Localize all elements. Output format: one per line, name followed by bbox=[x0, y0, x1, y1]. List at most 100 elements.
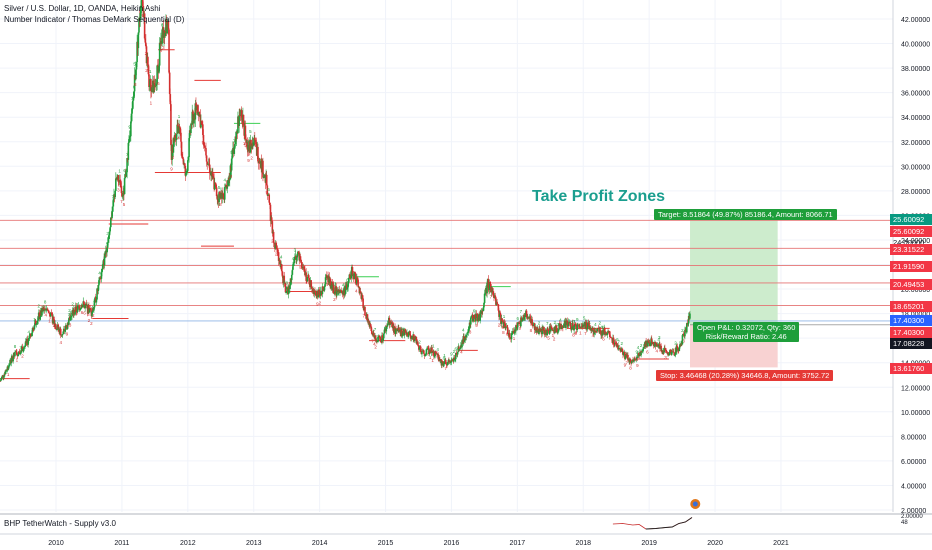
sub-indicator-title[interactable]: BHP TetherWatch - Supply v3.0 bbox=[4, 519, 116, 528]
candle-body bbox=[74, 312, 76, 315]
candle-body bbox=[120, 182, 122, 187]
candle-body bbox=[486, 282, 488, 294]
sequential-count: 6 bbox=[616, 337, 619, 342]
sequential-count: 6 bbox=[346, 278, 349, 283]
candle-body bbox=[182, 158, 185, 165]
sequential-count: 1 bbox=[432, 343, 435, 348]
sequential-count: 9 bbox=[128, 124, 131, 129]
sequential-count: 7 bbox=[362, 313, 365, 318]
candle-body bbox=[56, 328, 58, 330]
candle-body bbox=[133, 91, 135, 97]
sequential-count: 9 bbox=[316, 302, 319, 307]
candle-body bbox=[257, 146, 259, 162]
candle-body bbox=[101, 264, 104, 269]
candle-body bbox=[463, 339, 466, 342]
candle-body bbox=[477, 317, 480, 322]
candle-body bbox=[140, 7, 142, 14]
candle-body bbox=[566, 320, 569, 326]
candle-body bbox=[233, 144, 236, 147]
candle-body bbox=[438, 357, 441, 361]
candle-body bbox=[547, 330, 550, 332]
candle-body bbox=[496, 303, 499, 305]
symbol-title[interactable]: Silver / U.S. Dollar, 1D, OANDA, Heikin … bbox=[4, 4, 161, 13]
candle-body bbox=[228, 179, 231, 181]
candle-body bbox=[305, 272, 307, 281]
candle-body bbox=[525, 310, 528, 318]
candle-body bbox=[61, 334, 64, 336]
sequential-count: 2 bbox=[275, 251, 278, 256]
candle-body bbox=[93, 299, 96, 308]
candle-body bbox=[513, 329, 516, 334]
candle-body bbox=[612, 337, 615, 345]
candle-body bbox=[563, 323, 565, 327]
candle-body bbox=[347, 281, 349, 288]
candle-body bbox=[458, 346, 460, 350]
candle-body bbox=[672, 351, 675, 353]
candle-body bbox=[673, 352, 676, 356]
candle-body bbox=[91, 312, 93, 317]
candle-body bbox=[31, 332, 33, 336]
sequential-count: 1 bbox=[579, 330, 582, 335]
candle-body bbox=[195, 103, 197, 107]
price-tag-label: 13.61760 bbox=[890, 363, 932, 374]
candle-body bbox=[186, 170, 189, 172]
candle-body bbox=[324, 277, 327, 285]
candle-body bbox=[418, 347, 421, 350]
sequential-count: 9 bbox=[518, 326, 521, 331]
candle-body bbox=[254, 137, 256, 140]
time-tick-label: 2013 bbox=[246, 540, 262, 547]
price-tick-label: 30.00000 bbox=[901, 164, 930, 171]
candle-body bbox=[170, 104, 172, 146]
candle-body bbox=[662, 351, 664, 355]
candle-body bbox=[538, 328, 540, 334]
candle-body bbox=[18, 351, 21, 353]
candle-body bbox=[321, 286, 324, 295]
candle-body bbox=[2, 376, 5, 378]
price-tick-label: 10.00000 bbox=[901, 410, 930, 417]
candle-body bbox=[147, 64, 150, 75]
candle-body bbox=[446, 362, 449, 366]
candle-body bbox=[483, 293, 486, 303]
sequential-count: 8 bbox=[134, 82, 137, 87]
time-axis: 2010 2011 2012 2013 2014 2015 2016 2017 2018 2019… bbox=[0, 533, 932, 547]
candle-body bbox=[121, 195, 124, 197]
candle-body bbox=[687, 315, 690, 324]
candle-body bbox=[292, 263, 295, 265]
candle-body bbox=[97, 285, 100, 292]
candle-body bbox=[322, 286, 324, 290]
candle-body bbox=[588, 323, 590, 329]
candle-body bbox=[129, 136, 132, 138]
indicator-title[interactable]: Number Indicator / Thomas DeMark Sequent… bbox=[4, 15, 185, 24]
candle-body bbox=[299, 256, 302, 261]
candle-body bbox=[125, 172, 128, 177]
candle-body bbox=[481, 310, 484, 312]
candle-body bbox=[116, 177, 118, 180]
candle-body bbox=[370, 326, 373, 332]
candle-body bbox=[216, 196, 219, 200]
price-tick-label: 40.00000 bbox=[901, 42, 930, 49]
sequential-count: 2 bbox=[570, 320, 573, 325]
candle-body bbox=[225, 184, 227, 187]
candle-body bbox=[635, 359, 637, 361]
candle-body bbox=[179, 127, 182, 133]
candle-body bbox=[184, 165, 187, 176]
candle-body bbox=[24, 341, 27, 346]
candle-body bbox=[367, 320, 370, 322]
price-tick-label: 38.00000 bbox=[901, 66, 930, 73]
candle-body bbox=[310, 280, 312, 288]
candle-body bbox=[529, 317, 532, 319]
candle-body bbox=[451, 359, 454, 361]
candle-body bbox=[372, 333, 375, 336]
candle-body bbox=[456, 352, 459, 355]
sequential-count: 6 bbox=[602, 337, 605, 342]
sequential-count: 2 bbox=[674, 341, 677, 346]
sequential-count: 7 bbox=[520, 309, 523, 314]
candle-body bbox=[294, 256, 296, 260]
candle-body bbox=[100, 272, 103, 279]
candle-body bbox=[463, 336, 465, 342]
candle-body bbox=[441, 361, 444, 362]
sequential-count: 4 bbox=[44, 312, 47, 317]
sequential-count: 4 bbox=[574, 330, 577, 335]
candle-body bbox=[226, 185, 229, 189]
